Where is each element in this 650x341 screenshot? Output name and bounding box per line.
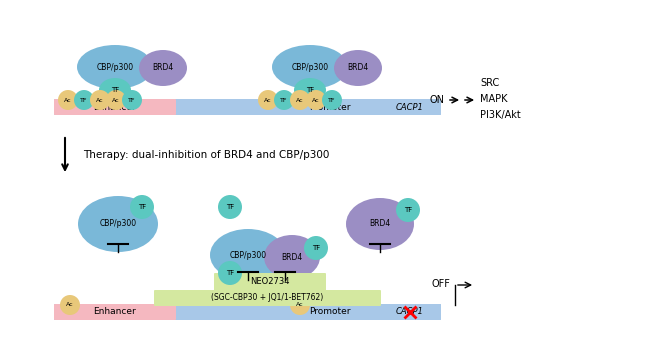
Text: ON: ON (430, 95, 445, 105)
Text: TF: TF (280, 98, 288, 103)
FancyBboxPatch shape (284, 99, 376, 115)
Circle shape (74, 90, 94, 110)
Text: TF: TF (226, 270, 234, 276)
Ellipse shape (78, 196, 158, 252)
FancyBboxPatch shape (379, 304, 441, 320)
Text: TF: TF (312, 245, 320, 251)
Text: CBP/p300: CBP/p300 (291, 62, 328, 72)
Text: BRD4: BRD4 (281, 252, 303, 262)
Text: CACP1: CACP1 (396, 308, 424, 316)
Circle shape (304, 236, 328, 260)
Text: NEO2734: NEO2734 (250, 278, 290, 286)
Text: Enhancer: Enhancer (94, 308, 136, 316)
FancyBboxPatch shape (54, 304, 176, 320)
Text: BRD4: BRD4 (347, 63, 369, 73)
Ellipse shape (346, 198, 414, 250)
Text: OFF: OFF (431, 279, 450, 289)
Circle shape (290, 295, 310, 315)
Text: TF: TF (226, 204, 234, 210)
Circle shape (306, 90, 326, 110)
FancyBboxPatch shape (379, 99, 441, 115)
Text: Ac: Ac (264, 98, 272, 103)
Circle shape (218, 261, 242, 285)
FancyBboxPatch shape (54, 304, 441, 320)
Circle shape (396, 198, 420, 222)
Circle shape (106, 90, 126, 110)
Text: CBP/p300: CBP/p300 (96, 62, 133, 72)
FancyBboxPatch shape (54, 99, 176, 115)
Ellipse shape (99, 78, 131, 102)
Text: Ac: Ac (64, 98, 72, 103)
Text: BRD4: BRD4 (369, 220, 391, 228)
Circle shape (290, 90, 310, 110)
Text: Promoter: Promoter (309, 103, 351, 112)
Circle shape (90, 90, 110, 110)
Text: Promoter: Promoter (309, 308, 351, 316)
Ellipse shape (139, 50, 187, 86)
Circle shape (322, 90, 342, 110)
Text: Enhancer: Enhancer (94, 103, 136, 112)
Ellipse shape (77, 45, 153, 89)
Text: SRC: SRC (480, 78, 499, 88)
Text: Ac: Ac (66, 302, 74, 308)
Text: TF: TF (128, 98, 136, 103)
Circle shape (58, 90, 78, 110)
Text: TF: TF (111, 87, 119, 93)
Text: BRD4: BRD4 (152, 63, 174, 73)
Text: TF: TF (328, 98, 336, 103)
Circle shape (122, 90, 142, 110)
Circle shape (258, 90, 278, 110)
Text: CBP/p300: CBP/p300 (229, 251, 266, 260)
Ellipse shape (294, 78, 326, 102)
Circle shape (60, 295, 80, 315)
FancyBboxPatch shape (54, 99, 441, 115)
Text: MAPK: MAPK (480, 94, 508, 104)
Circle shape (274, 90, 294, 110)
Text: CBP/p300: CBP/p300 (99, 220, 136, 228)
Text: TF: TF (404, 207, 412, 213)
Text: Ac: Ac (312, 98, 320, 103)
FancyBboxPatch shape (284, 304, 376, 320)
Ellipse shape (272, 45, 348, 89)
Text: Therapy: dual-inhibition of BRD4 and CBP/p300: Therapy: dual-inhibition of BRD4 and CBP… (83, 150, 330, 160)
FancyBboxPatch shape (214, 273, 326, 291)
Text: TF: TF (306, 87, 314, 93)
Ellipse shape (210, 229, 286, 281)
FancyBboxPatch shape (154, 290, 381, 306)
Circle shape (130, 195, 154, 219)
Text: CACP1: CACP1 (396, 103, 424, 112)
Text: Ac: Ac (112, 98, 120, 103)
Text: PI3K/Akt: PI3K/Akt (480, 110, 521, 120)
Text: TF: TF (80, 98, 88, 103)
Circle shape (218, 195, 242, 219)
Ellipse shape (264, 235, 320, 279)
Text: (SGC-CBP30 + JQ1/1-BET762): (SGC-CBP30 + JQ1/1-BET762) (211, 294, 324, 302)
Text: Ac: Ac (296, 302, 304, 308)
Text: Ac: Ac (96, 98, 104, 103)
Text: Ac: Ac (296, 98, 304, 103)
Text: TF: TF (138, 204, 146, 210)
Ellipse shape (334, 50, 382, 86)
